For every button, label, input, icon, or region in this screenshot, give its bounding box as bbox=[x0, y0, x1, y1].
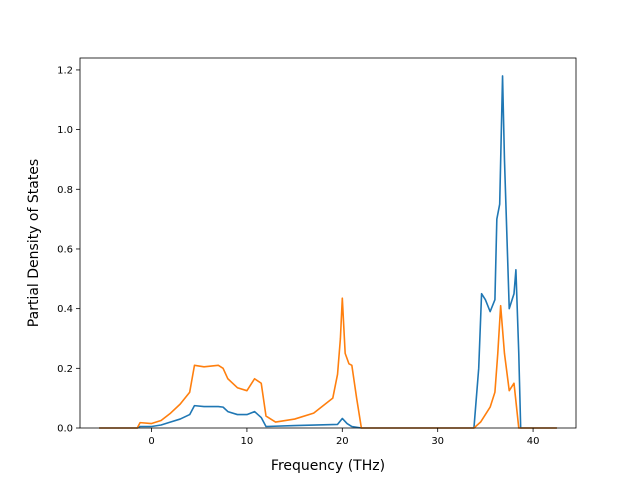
series-line-1 bbox=[99, 75, 557, 429]
y-tick-label: 0.6 bbox=[57, 244, 73, 255]
plot-background bbox=[80, 58, 576, 428]
y-tick-label: 1.0 bbox=[57, 125, 73, 136]
x-axis-label: Frequency (THz) bbox=[271, 458, 385, 474]
y-axis-label: Partial Density of States bbox=[26, 159, 42, 327]
series-line-2 bbox=[99, 297, 557, 429]
x-tick-label: 40 bbox=[527, 436, 540, 447]
y-axis-ticks: 0.0 0.2 0.4 0.6 0.8 1.0 1.2 bbox=[57, 65, 80, 435]
y-tick-label: 0.0 bbox=[57, 424, 73, 435]
y-tick-label: 1.2 bbox=[57, 65, 73, 76]
y-tick-label: 0.4 bbox=[57, 304, 73, 315]
x-tick-label: 30 bbox=[431, 436, 444, 447]
y-tick-label: 0.8 bbox=[57, 185, 73, 196]
x-tick-label: 0 bbox=[148, 436, 154, 447]
x-tick-label: 10 bbox=[241, 436, 254, 447]
x-tick-label: 20 bbox=[336, 436, 349, 447]
x-axis-ticks: 0 10 20 30 40 bbox=[148, 428, 539, 447]
series-layer bbox=[99, 75, 557, 429]
y-tick-label: 0.2 bbox=[57, 364, 73, 375]
plot-frame bbox=[79, 57, 577, 429]
